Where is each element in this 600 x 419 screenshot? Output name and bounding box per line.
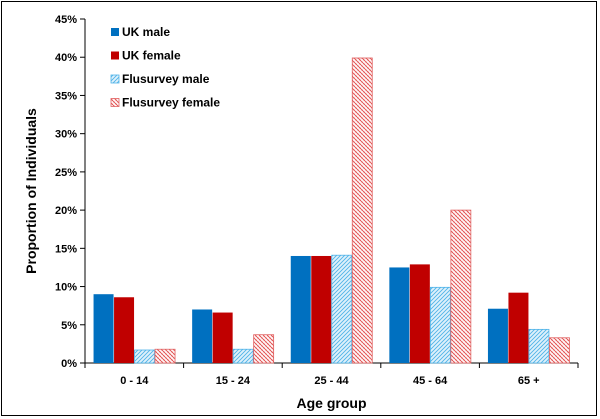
legend-label: Flusurvey female xyxy=(122,96,220,110)
bar-uk-male-0 xyxy=(93,294,114,363)
bar-uk-male-2 xyxy=(290,255,311,363)
bar-uk-female-0 xyxy=(114,297,135,363)
y-tick-label: 5% xyxy=(61,320,77,332)
y-tick-label: 40% xyxy=(55,52,77,64)
legend-swatch xyxy=(110,98,120,107)
x-tick-label: 15 - 24 xyxy=(216,375,251,387)
y-tick-label: 35% xyxy=(55,90,77,102)
y-tick-label: 10% xyxy=(55,282,77,294)
bar-uk-female-4 xyxy=(508,292,529,363)
legend-swatch xyxy=(111,28,119,36)
bar-flusurvey-female-4 xyxy=(549,337,570,364)
legend-swatch xyxy=(110,74,120,84)
x-tick-label: 45 - 64 xyxy=(413,375,448,387)
y-tick-label: 30% xyxy=(55,129,77,141)
bar-flusurvey-male-3 xyxy=(429,286,451,364)
bar-uk-female-2 xyxy=(311,255,332,363)
legend: UK male UK female Flusurvey male Flusurvey … xyxy=(110,25,220,110)
legend-swatch xyxy=(111,51,119,60)
bar-uk-female-1 xyxy=(212,312,233,363)
x-tick-label: 65 + xyxy=(518,375,540,387)
bar-flusurvey-female-0 xyxy=(154,348,176,364)
bar-flusurvey-male-0 xyxy=(134,349,155,364)
y-tick-label: 0% xyxy=(61,358,77,370)
bar-flusurvey-male-1 xyxy=(232,348,254,364)
bar-flusurvey-female-2 xyxy=(351,57,373,364)
y-tick-label: 25% xyxy=(55,167,77,179)
bar-flusurvey-male-2 xyxy=(331,254,353,364)
y-tick-label: 15% xyxy=(55,243,77,255)
y-tick-label: 20% xyxy=(55,205,77,217)
bar-flusurvey-female-3 xyxy=(450,209,472,364)
legend-label: UK female xyxy=(122,49,181,63)
bar-flusurvey-male-4 xyxy=(528,328,550,364)
x-tick-label: 0 - 14 xyxy=(120,375,149,387)
x-tick-label: 25 - 44 xyxy=(314,375,349,387)
bar-uk-male-1 xyxy=(192,309,213,363)
bar-uk-male-3 xyxy=(389,267,410,363)
bar-flusurvey-female-1 xyxy=(253,334,275,364)
legend-label: UK male xyxy=(122,25,170,39)
legend-label: Flusurvey male xyxy=(122,72,210,86)
x-axis-title: Age group xyxy=(297,395,367,411)
y-axis-title: Proportion of Individuals xyxy=(23,108,39,274)
bar-uk-male-4 xyxy=(487,308,508,363)
bar-uk-female-3 xyxy=(409,264,430,363)
y-tick-label: 45% xyxy=(55,14,77,26)
